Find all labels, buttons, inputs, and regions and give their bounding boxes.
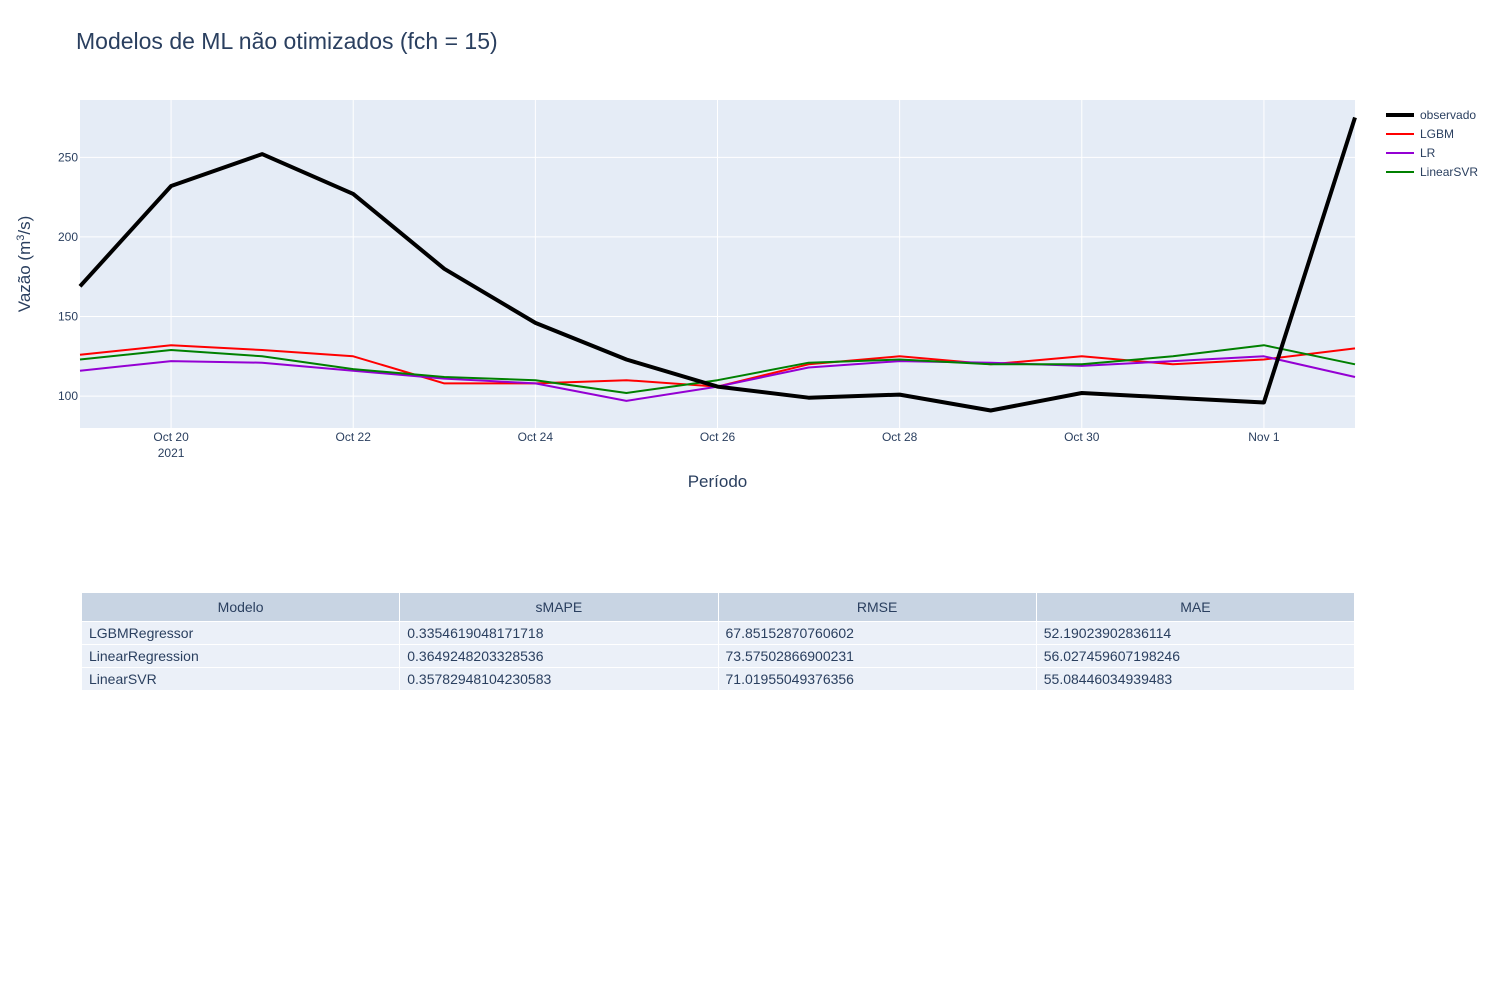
x-tick-label: Oct 30 [1064, 430, 1100, 444]
x-tick-label: Oct 28 [882, 430, 918, 444]
chart-title: Modelos de ML não otimizados (fch = 15) [76, 28, 498, 54]
x-tick-label: Oct 26 [700, 430, 736, 444]
y-tick-label: 250 [58, 150, 78, 164]
line-chart: 100 150 200 250 Oct 20 2021 Oct 22 Oct 24 Oct 26… [15, 100, 1478, 491]
table-cell: 0.3354619048171718 [399, 621, 719, 645]
table-row: LinearRegression 0.3649248203328536 73.5… [80, 644, 1356, 668]
y-tick-label: 200 [58, 230, 78, 244]
table-cell: LinearSVR [80, 667, 401, 691]
y-tick-label: 150 [58, 310, 78, 324]
metrics-table: Modelo sMAPE RMSE MAE LGBMRegressor 0.33… [80, 592, 1356, 691]
table-cell: 67.85152870760602 [717, 621, 1037, 645]
legend: observado LGBM LR LinearSVR [1386, 108, 1478, 179]
series-line-linearsvr [79, 344, 1356, 394]
x-tick-label: Oct 20 [153, 430, 189, 444]
table-cell: 52.19023902836114 [1035, 621, 1356, 645]
table-cell: 0.35782948104230583 [399, 667, 719, 691]
table-row: LGBMRegressor 0.3354619048171718 67.8515… [80, 621, 1356, 645]
y-axis-title-sup: 3 [15, 235, 27, 241]
y-axis-title-main: Vazão (m [15, 241, 34, 313]
y-axis-title-tail: /s) [15, 216, 34, 235]
table-cell: LGBMRegressor [80, 621, 401, 645]
table-cell: LinearRegression [80, 644, 401, 668]
column-header: sMAPE [399, 592, 719, 622]
table-header-row: Modelo sMAPE RMSE MAE [80, 592, 1356, 622]
series-line-observado [78, 116, 1357, 413]
table-row: LinearSVR 0.35782948104230583 71.0195504… [80, 667, 1356, 691]
x-tick-year-label: 2021 [158, 446, 185, 460]
column-header: MAE [1035, 592, 1356, 622]
series-layer [78, 116, 1357, 413]
table-cell: 73.57502866900231 [717, 644, 1037, 668]
x-tick-label: Oct 24 [518, 430, 554, 444]
column-header: RMSE [717, 592, 1037, 622]
table-cell: 71.01955049376356 [717, 667, 1037, 691]
column-header: Modelo [80, 592, 401, 622]
legend-item-linearsvr[interactable]: LinearSVR [1420, 165, 1478, 179]
grid-lines [80, 100, 1355, 428]
legend-item-lgbm[interactable]: LGBM [1420, 127, 1454, 141]
x-tick-label: Nov 1 [1248, 430, 1280, 444]
y-axis-title: Vazão (m3/s) [15, 216, 34, 313]
x-axis-title: Período [688, 472, 748, 491]
table-cell: 0.3649248203328536 [399, 644, 719, 668]
x-tick-label: Oct 22 [336, 430, 372, 444]
tick-labels: 100 150 200 250 Oct 20 2021 Oct 22 Oct 24 Oct 26… [58, 150, 1280, 460]
table-cell: 56.027459607198246 [1035, 644, 1356, 668]
legend-item-lr[interactable]: LR [1420, 146, 1436, 160]
table-cell: 55.08446034939483 [1035, 667, 1356, 691]
y-tick-label: 100 [58, 389, 78, 403]
legend-item-observado[interactable]: observado [1420, 108, 1476, 122]
